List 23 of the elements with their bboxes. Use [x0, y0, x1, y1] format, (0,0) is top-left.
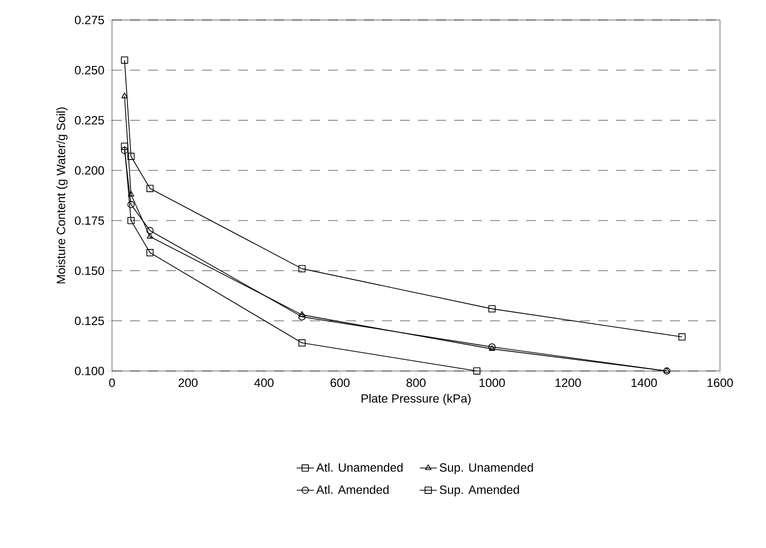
y-tick-label: 0.275	[74, 16, 104, 24]
x-tick-label: 200	[178, 378, 198, 388]
x-tick-label: 800	[406, 378, 426, 388]
legend-label: Sup. Unamended	[440, 462, 533, 474]
y-tick-label: 0.150	[74, 266, 104, 275]
y-tick-label: 0.250	[74, 66, 104, 74]
x-tick-label: 1000	[480, 378, 505, 388]
y-tick-label: 0.100	[74, 366, 104, 376]
y-tick-label: 0.175	[74, 216, 104, 225]
legend-label: Sup. Amended	[440, 485, 519, 496]
legend-label: Atl. Amended	[316, 485, 389, 494]
y-tick-label: 0.125	[74, 316, 104, 326]
x-tick-label: 600	[330, 378, 350, 388]
y-axis-title: Moisture Content (g Water/g Soil)	[56, 107, 68, 284]
x-tick-label: 1200	[556, 378, 581, 388]
legend-label: Atl. Unamended	[316, 462, 403, 472]
y-tick-label: 0.225	[74, 116, 104, 125]
x-axis-title: Plate Pressure (kPa)	[362, 394, 471, 406]
x-tick-label: 400	[254, 378, 274, 388]
y-tick-label: 0.200	[74, 166, 104, 175]
x-tick-label: 0	[109, 378, 115, 388]
x-tick-label: 1400	[632, 378, 657, 388]
x-tick-label: 1600	[708, 378, 733, 388]
